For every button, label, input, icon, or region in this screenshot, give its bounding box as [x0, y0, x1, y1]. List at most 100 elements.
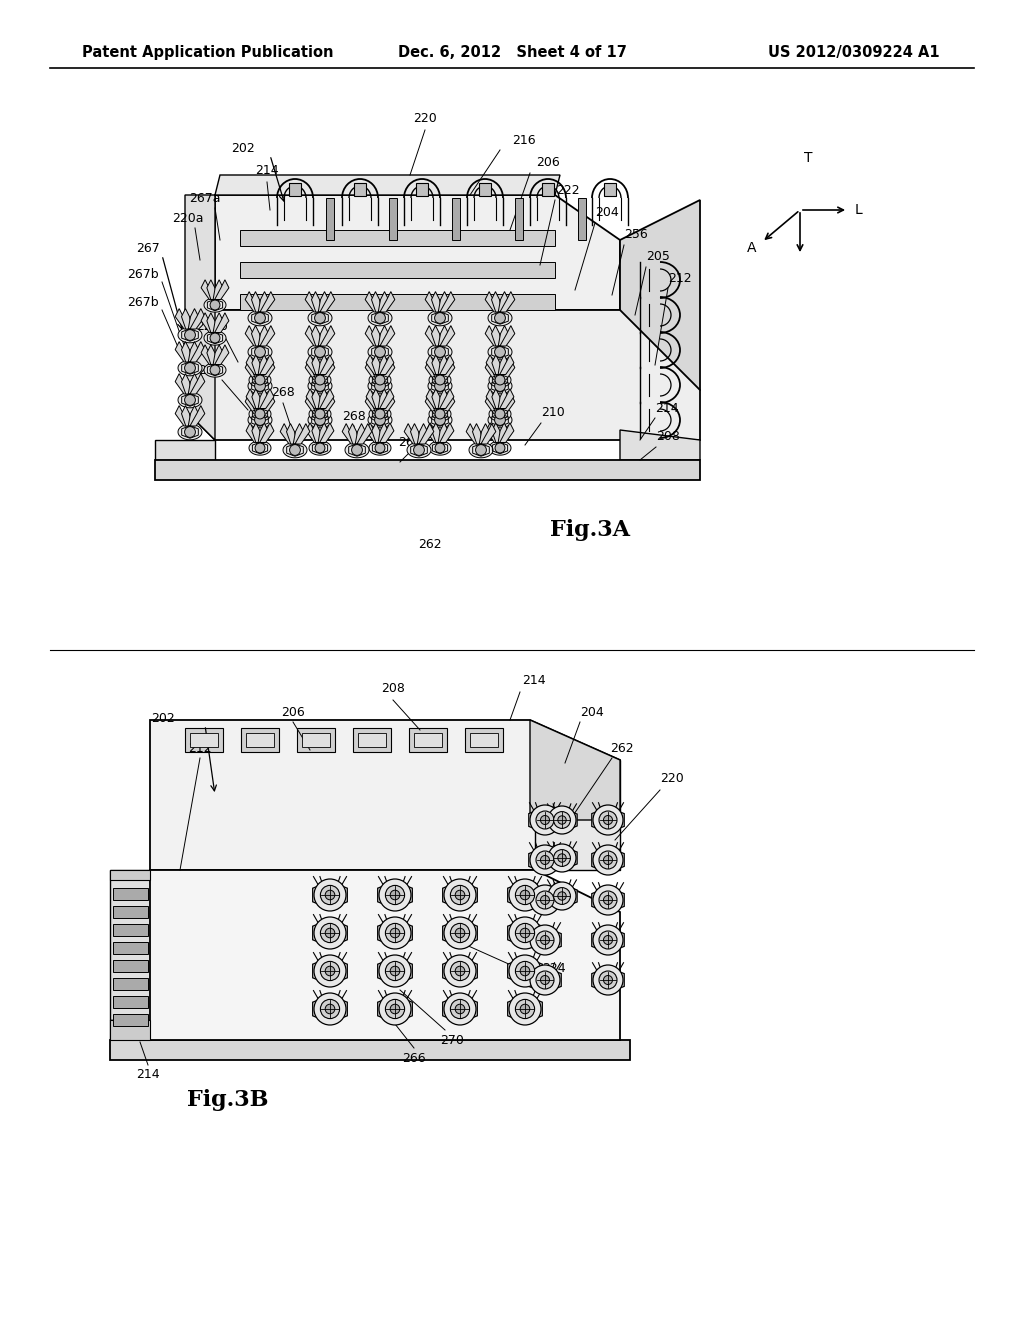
Text: A: A — [748, 242, 757, 255]
Polygon shape — [110, 1040, 630, 1060]
Polygon shape — [431, 359, 441, 380]
Polygon shape — [240, 230, 555, 246]
Polygon shape — [354, 183, 366, 195]
Polygon shape — [439, 422, 454, 442]
Circle shape — [530, 805, 560, 836]
Polygon shape — [442, 995, 477, 1023]
Circle shape — [541, 895, 550, 904]
Polygon shape — [215, 176, 560, 195]
Polygon shape — [113, 924, 148, 936]
Circle shape — [326, 890, 335, 900]
Polygon shape — [592, 887, 625, 912]
Circle shape — [515, 961, 535, 981]
Circle shape — [184, 395, 196, 405]
Text: 208: 208 — [656, 430, 680, 444]
Polygon shape — [308, 379, 332, 393]
Circle shape — [375, 444, 385, 453]
Polygon shape — [249, 407, 271, 421]
Circle shape — [314, 313, 326, 323]
Polygon shape — [440, 292, 455, 312]
Circle shape — [434, 380, 445, 392]
Circle shape — [255, 409, 265, 418]
Polygon shape — [499, 393, 509, 414]
Circle shape — [184, 426, 196, 437]
Polygon shape — [207, 280, 217, 300]
Polygon shape — [479, 183, 490, 195]
Circle shape — [599, 891, 617, 909]
Polygon shape — [248, 412, 272, 428]
Polygon shape — [189, 309, 205, 329]
Polygon shape — [508, 920, 543, 946]
Polygon shape — [407, 442, 431, 458]
Polygon shape — [113, 960, 148, 972]
Circle shape — [515, 924, 535, 942]
Text: 267a: 267a — [189, 191, 221, 205]
Polygon shape — [318, 359, 329, 380]
Polygon shape — [188, 309, 199, 329]
Polygon shape — [432, 389, 442, 408]
Polygon shape — [380, 393, 395, 414]
Polygon shape — [204, 298, 226, 312]
Circle shape — [315, 409, 325, 418]
Polygon shape — [378, 389, 388, 408]
Circle shape — [210, 333, 220, 343]
Polygon shape — [438, 389, 449, 408]
Circle shape — [290, 445, 300, 455]
Polygon shape — [500, 422, 514, 442]
Circle shape — [548, 807, 575, 834]
Circle shape — [520, 928, 529, 937]
Polygon shape — [302, 733, 330, 747]
Polygon shape — [188, 374, 199, 393]
Circle shape — [554, 812, 570, 829]
Circle shape — [530, 965, 560, 995]
Polygon shape — [245, 359, 260, 380]
Polygon shape — [378, 882, 413, 908]
Circle shape — [326, 966, 335, 975]
Polygon shape — [378, 393, 388, 414]
Text: 206: 206 — [537, 157, 560, 169]
Polygon shape — [425, 326, 440, 346]
Polygon shape — [404, 424, 419, 444]
Polygon shape — [368, 310, 392, 326]
Polygon shape — [311, 326, 322, 346]
Polygon shape — [492, 292, 502, 312]
Polygon shape — [366, 326, 380, 346]
Polygon shape — [469, 442, 493, 458]
Text: 208: 208 — [381, 681, 404, 694]
Circle shape — [495, 375, 505, 385]
Polygon shape — [178, 327, 202, 343]
Circle shape — [435, 409, 445, 418]
Polygon shape — [426, 355, 440, 375]
Polygon shape — [258, 355, 268, 375]
Circle shape — [434, 313, 445, 323]
Circle shape — [536, 891, 554, 909]
Circle shape — [456, 890, 465, 900]
Polygon shape — [252, 355, 262, 375]
Polygon shape — [248, 379, 272, 393]
Polygon shape — [492, 359, 502, 380]
Polygon shape — [380, 355, 394, 375]
Polygon shape — [319, 393, 335, 414]
Circle shape — [314, 347, 326, 358]
Polygon shape — [472, 424, 482, 444]
Polygon shape — [175, 342, 190, 362]
Polygon shape — [528, 968, 561, 993]
Circle shape — [593, 805, 623, 836]
Polygon shape — [372, 422, 382, 442]
Polygon shape — [260, 393, 274, 414]
Polygon shape — [378, 422, 388, 442]
Polygon shape — [348, 424, 358, 444]
Polygon shape — [318, 422, 328, 442]
Polygon shape — [442, 957, 477, 985]
Circle shape — [599, 931, 617, 949]
Circle shape — [603, 975, 612, 985]
Circle shape — [593, 884, 623, 915]
Circle shape — [558, 892, 566, 900]
Circle shape — [548, 882, 575, 909]
Polygon shape — [287, 424, 297, 444]
Polygon shape — [188, 405, 199, 426]
Circle shape — [379, 917, 411, 949]
Circle shape — [321, 999, 340, 1019]
Polygon shape — [369, 441, 391, 455]
Circle shape — [603, 895, 612, 904]
